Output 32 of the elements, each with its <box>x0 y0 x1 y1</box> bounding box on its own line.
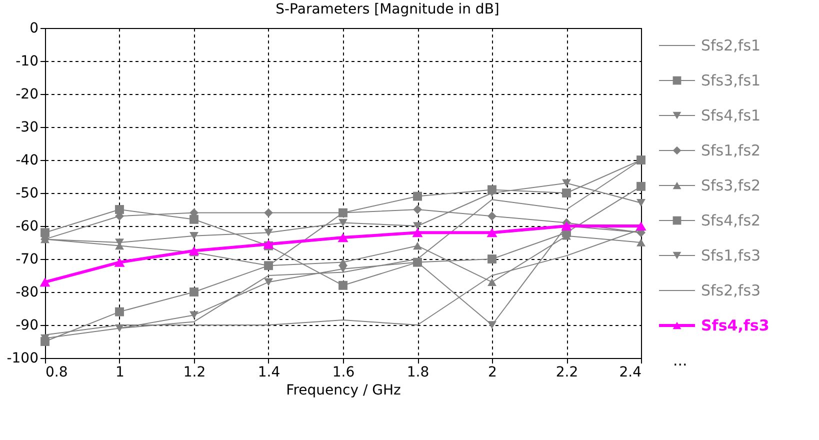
legend-label: Sfs4,fs3 <box>701 316 770 334</box>
legend-label: Sfs4,fs2 <box>701 212 761 230</box>
y-tick-label: -40 <box>16 152 38 168</box>
y-tick-label: -100 <box>6 350 38 366</box>
y-tick-label: -60 <box>16 218 38 234</box>
text: ... <box>673 352 688 370</box>
x-tick-label: 1.2 <box>183 364 206 380</box>
legend-label: Sfs1,fs2 <box>701 142 761 160</box>
x-tick-label: 2.4 <box>619 364 642 380</box>
legend-label: Sfs3,fs2 <box>701 176 761 194</box>
x-axis-title: Frequency / GHz <box>286 382 401 398</box>
legend-label: Sfs4,fs1 <box>701 106 761 124</box>
y-tick-label: -10 <box>16 54 38 70</box>
legend-label: Sfs2,fs3 <box>701 282 761 300</box>
y-tick-label: -20 <box>16 86 38 102</box>
x-tick-label: 1.8 <box>406 364 430 380</box>
x-tick-label: 2.2 <box>556 364 578 380</box>
y-tick-label: -30 <box>16 120 38 136</box>
x-tick-label: 1.6 <box>332 364 355 380</box>
y-tick-label: 0 <box>30 20 38 36</box>
x-tick-label: 0.8 <box>46 364 68 380</box>
x-tick-label: 2 <box>488 364 497 380</box>
legend-label: Sfs3,fs1 <box>701 72 761 90</box>
y-tick-label: -90 <box>16 318 38 334</box>
y-tick-label: -70 <box>16 252 38 268</box>
x-tick-label: 1 <box>116 364 124 380</box>
chart-title: S-Parameters [Magnitude in dB] <box>276 2 500 18</box>
x-tick-label: 1.4 <box>258 364 280 380</box>
y-tick-label: -50 <box>16 186 38 202</box>
legend-label: Sfs1,fs3 <box>701 246 761 264</box>
y-tick-label: -80 <box>16 284 38 300</box>
legend-label: Sfs2,fs1 <box>701 36 761 54</box>
